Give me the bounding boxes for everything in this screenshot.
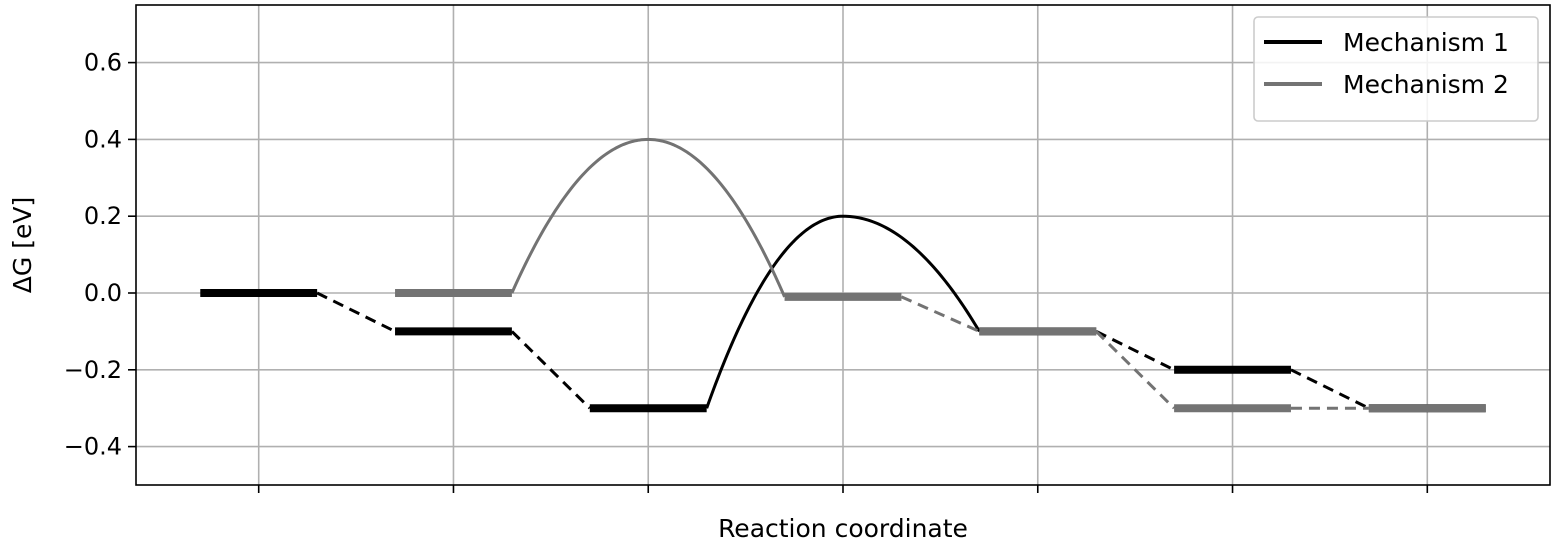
connector-line bbox=[900, 295, 980, 333]
x-axis-label: Reaction coordinate bbox=[718, 514, 968, 543]
connector-line bbox=[316, 291, 396, 333]
legend: Mechanism 1 Mechanism 2 bbox=[1253, 16, 1539, 122]
y-tick-label: 0.0 bbox=[84, 279, 122, 307]
legend-frame bbox=[1253, 16, 1539, 122]
connector-line bbox=[1290, 368, 1370, 410]
y-tick-label: 0.2 bbox=[84, 202, 122, 230]
legend-entry: Mechanism 2 bbox=[1343, 70, 1509, 99]
series-layer bbox=[200, 137, 1486, 413]
y-tick-label: −0.2 bbox=[64, 356, 122, 384]
connector-line bbox=[510, 330, 591, 410]
y-tick-label: 0.4 bbox=[84, 125, 122, 153]
y-tick-label: 0.6 bbox=[84, 49, 122, 77]
connector-line bbox=[1095, 330, 1175, 372]
y-tick-label: −0.4 bbox=[64, 433, 122, 461]
legend-entry: Mechanism 1 bbox=[1343, 28, 1509, 57]
axis-ticks: −0.4 −0.2 0.0 0.2 0.4 0.6 bbox=[64, 49, 1429, 493]
barrier-curve bbox=[705, 214, 981, 409]
barrier-curve bbox=[510, 137, 786, 298]
connector-line bbox=[1095, 330, 1176, 410]
y-axis-label: ΔG [eV] bbox=[8, 197, 37, 293]
series-2 bbox=[395, 137, 1486, 413]
